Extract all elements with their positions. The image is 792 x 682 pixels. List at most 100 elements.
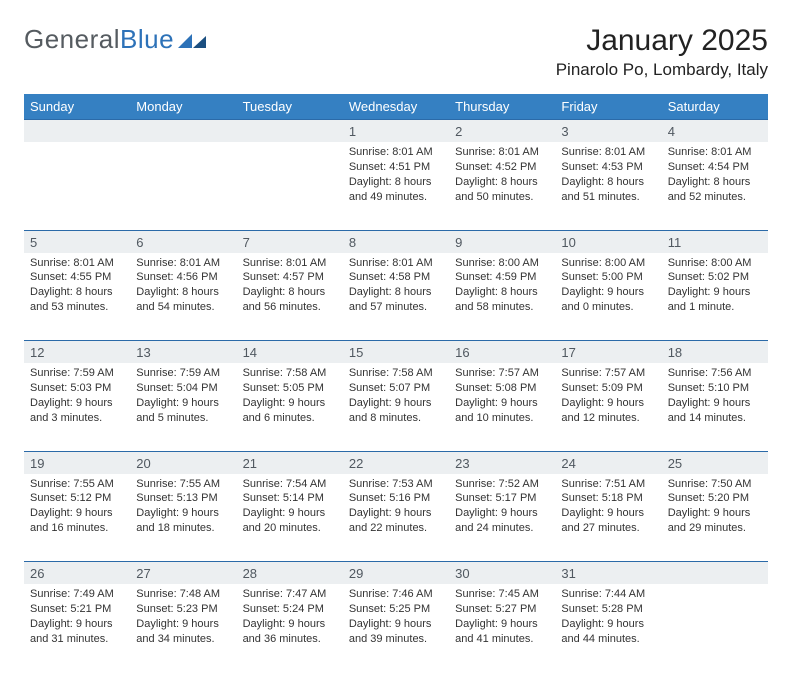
day-number-cell: 14 (237, 341, 343, 364)
day-header-row: SundayMondayTuesdayWednesdayThursdayFrid… (24, 94, 768, 120)
day-detail-cell: Sunrise: 7:46 AMSunset: 5:25 PMDaylight:… (343, 584, 449, 672)
day-number-row: 262728293031 (24, 562, 768, 585)
day-detail-cell: Sunrise: 8:01 AMSunset: 4:52 PMDaylight:… (449, 142, 555, 230)
day-header: Wednesday (343, 94, 449, 120)
day-header: Thursday (449, 94, 555, 120)
day-number-cell: 24 (555, 451, 661, 474)
day-details: Sunrise: 7:45 AMSunset: 5:27 PMDaylight:… (449, 584, 555, 652)
day-details: Sunrise: 7:54 AMSunset: 5:14 PMDaylight:… (237, 474, 343, 542)
day-details: Sunrise: 7:56 AMSunset: 5:10 PMDaylight:… (662, 363, 768, 431)
day-detail-cell: Sunrise: 8:00 AMSunset: 5:02 PMDaylight:… (662, 253, 768, 341)
day-number-cell: 25 (662, 451, 768, 474)
day-number-cell: 5 (24, 230, 130, 253)
day-number-cell: 11 (662, 230, 768, 253)
day-details: Sunrise: 7:57 AMSunset: 5:09 PMDaylight:… (555, 363, 661, 431)
logo: GeneralBlue (24, 24, 208, 55)
day-number-row: 567891011 (24, 230, 768, 253)
day-detail-cell: Sunrise: 8:01 AMSunset: 4:53 PMDaylight:… (555, 142, 661, 230)
day-detail-row: Sunrise: 8:01 AMSunset: 4:55 PMDaylight:… (24, 253, 768, 341)
day-details: Sunrise: 8:00 AMSunset: 5:00 PMDaylight:… (555, 253, 661, 321)
day-details: Sunrise: 8:01 AMSunset: 4:57 PMDaylight:… (237, 253, 343, 321)
day-details: Sunrise: 7:47 AMSunset: 5:24 PMDaylight:… (237, 584, 343, 652)
day-detail-row: Sunrise: 7:49 AMSunset: 5:21 PMDaylight:… (24, 584, 768, 672)
day-number-cell: 13 (130, 341, 236, 364)
day-detail-cell: Sunrise: 8:01 AMSunset: 4:55 PMDaylight:… (24, 253, 130, 341)
logo-text-1: General (24, 24, 120, 55)
day-header: Monday (130, 94, 236, 120)
day-detail-cell: Sunrise: 7:49 AMSunset: 5:21 PMDaylight:… (24, 584, 130, 672)
day-details: Sunrise: 7:58 AMSunset: 5:07 PMDaylight:… (343, 363, 449, 431)
day-detail-cell (130, 142, 236, 230)
logo-text-2: Blue (120, 24, 174, 55)
day-detail-cell: Sunrise: 7:50 AMSunset: 5:20 PMDaylight:… (662, 474, 768, 562)
day-details: Sunrise: 7:51 AMSunset: 5:18 PMDaylight:… (555, 474, 661, 542)
day-number-cell: 22 (343, 451, 449, 474)
day-number-cell (130, 120, 236, 143)
month-title: January 2025 (556, 24, 768, 58)
day-detail-cell: Sunrise: 7:52 AMSunset: 5:17 PMDaylight:… (449, 474, 555, 562)
day-number-row: 19202122232425 (24, 451, 768, 474)
day-detail-cell: Sunrise: 7:53 AMSunset: 5:16 PMDaylight:… (343, 474, 449, 562)
day-details: Sunrise: 7:55 AMSunset: 5:13 PMDaylight:… (130, 474, 236, 542)
day-number-cell: 19 (24, 451, 130, 474)
day-number-cell: 23 (449, 451, 555, 474)
day-number-cell: 7 (237, 230, 343, 253)
day-detail-cell (237, 142, 343, 230)
day-details: Sunrise: 7:57 AMSunset: 5:08 PMDaylight:… (449, 363, 555, 431)
day-header: Tuesday (237, 94, 343, 120)
day-number-cell: 16 (449, 341, 555, 364)
day-number-cell: 29 (343, 562, 449, 585)
day-header: Sunday (24, 94, 130, 120)
day-details: Sunrise: 7:59 AMSunset: 5:03 PMDaylight:… (24, 363, 130, 431)
day-number-cell: 1 (343, 120, 449, 143)
day-detail-cell: Sunrise: 7:44 AMSunset: 5:28 PMDaylight:… (555, 584, 661, 672)
day-number-cell: 26 (24, 562, 130, 585)
day-number-cell (662, 562, 768, 585)
day-details: Sunrise: 7:53 AMSunset: 5:16 PMDaylight:… (343, 474, 449, 542)
location: Pinarolo Po, Lombardy, Italy (556, 60, 768, 80)
day-detail-row: Sunrise: 7:55 AMSunset: 5:12 PMDaylight:… (24, 474, 768, 562)
day-number-cell: 30 (449, 562, 555, 585)
day-number-cell: 10 (555, 230, 661, 253)
day-details: Sunrise: 8:01 AMSunset: 4:54 PMDaylight:… (662, 142, 768, 210)
day-number-cell: 17 (555, 341, 661, 364)
day-detail-cell: Sunrise: 7:51 AMSunset: 5:18 PMDaylight:… (555, 474, 661, 562)
day-details: Sunrise: 7:44 AMSunset: 5:28 PMDaylight:… (555, 584, 661, 652)
day-details: Sunrise: 7:55 AMSunset: 5:12 PMDaylight:… (24, 474, 130, 542)
day-details: Sunrise: 8:01 AMSunset: 4:52 PMDaylight:… (449, 142, 555, 210)
day-detail-cell: Sunrise: 8:01 AMSunset: 4:51 PMDaylight:… (343, 142, 449, 230)
day-number-cell: 21 (237, 451, 343, 474)
logo-icon (178, 30, 208, 50)
day-detail-row: Sunrise: 7:59 AMSunset: 5:03 PMDaylight:… (24, 363, 768, 451)
day-detail-cell: Sunrise: 7:55 AMSunset: 5:12 PMDaylight:… (24, 474, 130, 562)
day-number-cell: 8 (343, 230, 449, 253)
day-details: Sunrise: 8:01 AMSunset: 4:55 PMDaylight:… (24, 253, 130, 321)
day-header: Friday (555, 94, 661, 120)
day-details: Sunrise: 8:00 AMSunset: 4:59 PMDaylight:… (449, 253, 555, 321)
day-number-cell: 2 (449, 120, 555, 143)
header: GeneralBlue January 2025 Pinarolo Po, Lo… (24, 24, 768, 80)
day-detail-cell: Sunrise: 7:56 AMSunset: 5:10 PMDaylight:… (662, 363, 768, 451)
day-detail-cell: Sunrise: 8:01 AMSunset: 4:58 PMDaylight:… (343, 253, 449, 341)
day-details: Sunrise: 7:52 AMSunset: 5:17 PMDaylight:… (449, 474, 555, 542)
day-number-cell: 9 (449, 230, 555, 253)
day-number-cell: 31 (555, 562, 661, 585)
day-number-cell (24, 120, 130, 143)
day-details: Sunrise: 8:01 AMSunset: 4:58 PMDaylight:… (343, 253, 449, 321)
day-detail-cell (662, 584, 768, 672)
calendar-table: SundayMondayTuesdayWednesdayThursdayFrid… (24, 94, 768, 672)
day-detail-cell: Sunrise: 7:58 AMSunset: 5:05 PMDaylight:… (237, 363, 343, 451)
day-details: Sunrise: 8:00 AMSunset: 5:02 PMDaylight:… (662, 253, 768, 321)
day-number-cell: 3 (555, 120, 661, 143)
day-detail-cell: Sunrise: 7:48 AMSunset: 5:23 PMDaylight:… (130, 584, 236, 672)
day-details: Sunrise: 7:59 AMSunset: 5:04 PMDaylight:… (130, 363, 236, 431)
day-detail-cell: Sunrise: 8:01 AMSunset: 4:56 PMDaylight:… (130, 253, 236, 341)
day-detail-cell: Sunrise: 8:01 AMSunset: 4:54 PMDaylight:… (662, 142, 768, 230)
day-details: Sunrise: 8:01 AMSunset: 4:51 PMDaylight:… (343, 142, 449, 210)
day-details: Sunrise: 7:50 AMSunset: 5:20 PMDaylight:… (662, 474, 768, 542)
day-detail-cell: Sunrise: 7:57 AMSunset: 5:09 PMDaylight:… (555, 363, 661, 451)
day-number-row: 12131415161718 (24, 341, 768, 364)
day-detail-cell: Sunrise: 7:58 AMSunset: 5:07 PMDaylight:… (343, 363, 449, 451)
day-detail-cell: Sunrise: 7:55 AMSunset: 5:13 PMDaylight:… (130, 474, 236, 562)
day-header: Saturday (662, 94, 768, 120)
